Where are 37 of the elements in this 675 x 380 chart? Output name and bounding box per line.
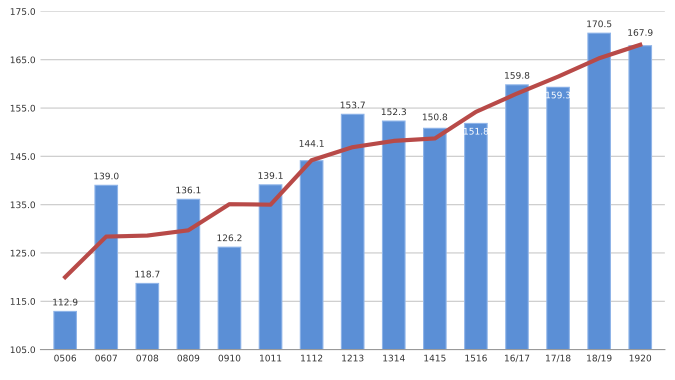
y-tick-label: 165.0 <box>10 56 36 64</box>
x-tick-label: 1516 <box>465 354 487 362</box>
x-tick-label: 0506 <box>54 354 76 362</box>
x-tick-label: 0607 <box>95 354 117 362</box>
data-label: 152.3 <box>382 108 406 116</box>
data-label: 144.1 <box>300 140 324 147</box>
x-tick-label: 0910 <box>218 354 240 362</box>
data-label: 153.7 <box>340 102 365 108</box>
x-tick-label: 1112 <box>301 354 322 362</box>
x-tick-label: 18/19 <box>587 354 612 362</box>
y-tick-label: 155.0 <box>10 104 36 112</box>
y-tick-label: 135.0 <box>10 201 36 208</box>
x-tick-label: 1011 <box>260 354 282 362</box>
y-tick-label: 145.0 <box>10 153 36 160</box>
x-tick-label: 17/18 <box>546 354 570 362</box>
data-label: 118.7 <box>135 270 160 278</box>
x-tick-label: 1920 <box>630 354 652 362</box>
x-tick-label: 1314 <box>383 354 405 362</box>
line-series <box>63 42 642 280</box>
x-tick-label: 0809 <box>177 354 200 362</box>
data-label: 136.1 <box>176 186 200 194</box>
data-label: 150.8 <box>422 114 448 120</box>
x-tick-label: 0708 <box>136 354 158 362</box>
data-label: 139.1 <box>258 172 283 179</box>
y-tick-label: 125.0 <box>10 250 36 257</box>
y-tick-label: 105.0 <box>10 346 36 354</box>
x-tick-label: 16/17 <box>504 354 530 362</box>
x-tick-label: 1213 <box>342 354 364 362</box>
y-tick-label: 115.0 <box>10 298 36 305</box>
data-label: 170.5 <box>587 20 612 28</box>
data-label: 126.2 <box>218 234 242 242</box>
data-label: 167.9 <box>628 29 653 36</box>
data-label: 159.8 <box>505 72 530 79</box>
x-tick-label: 1415 <box>424 354 446 362</box>
data-label: 139.0 <box>94 172 119 180</box>
y-tick-label: 175.0 <box>10 8 36 15</box>
data-label: 112.9 <box>53 298 78 306</box>
